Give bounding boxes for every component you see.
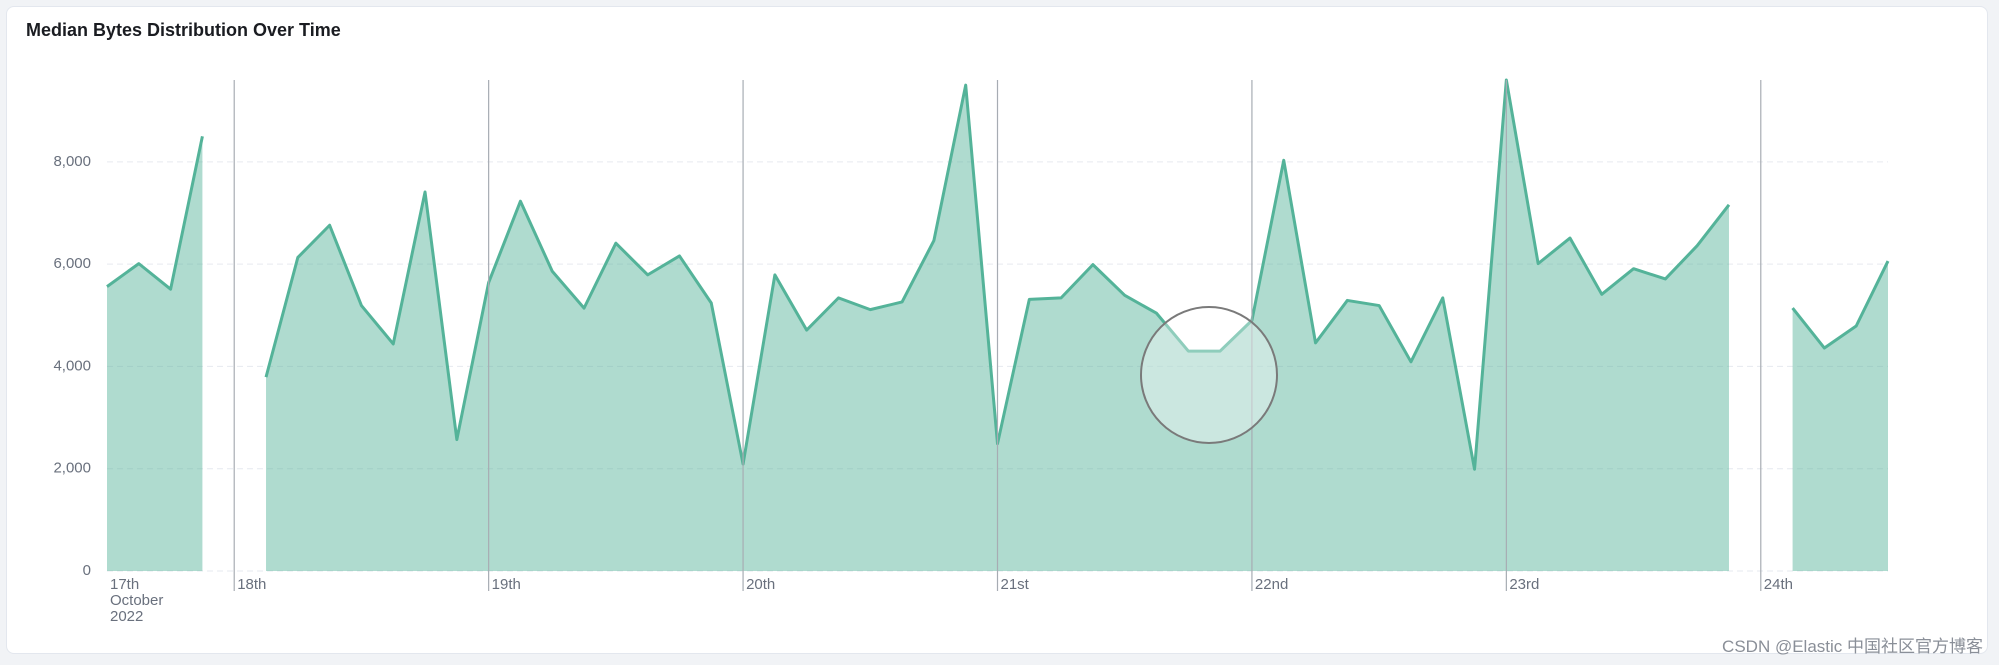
magnifier <box>1140 306 1278 444</box>
chart-title: Median Bytes Distribution Over Time <box>26 20 341 40</box>
x-tick-label: 22nd <box>1254 576 1289 593</box>
area <box>107 80 1888 571</box>
x-tick-label: 20th <box>746 576 776 593</box>
y-tick-label: 2,000 <box>53 460 91 477</box>
x-tick-label: 24th <box>1763 576 1793 593</box>
x-tick-label: 18th <box>237 576 267 593</box>
x-tick-label: 23rd <box>1509 576 1540 593</box>
x-tick-label: 19th <box>491 576 521 593</box>
y-tick-label: 6,000 <box>53 255 91 272</box>
y-tick-label: 8,000 <box>53 153 91 170</box>
x-tick-label: 21st <box>1000 576 1029 593</box>
y-tick-label: 0 <box>83 562 91 579</box>
y-tick-label: 4,000 <box>53 357 91 374</box>
x-tick-label: 17th October 2022 <box>110 576 164 625</box>
watermark: CSDN @Elastic 中国社区官方博客 <box>1722 637 1983 656</box>
